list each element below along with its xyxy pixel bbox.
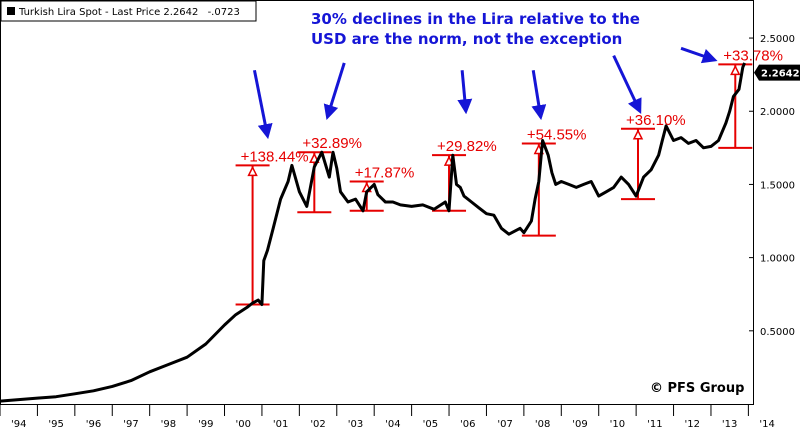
- credit-text: © PFS Group: [650, 381, 744, 396]
- x-tick-label: '04: [385, 419, 400, 430]
- y-tick-label: 2.5000: [760, 34, 795, 45]
- x-tick-label: '01: [273, 419, 288, 430]
- x-tick-label: '11: [647, 419, 662, 430]
- legend-swatch: [7, 7, 15, 15]
- gain-annotation: +17.87%: [349, 165, 415, 212]
- x-axis: '94 '95 '96 '97 '98 '99 '00 '01 '02 '03 '04 '05 '06 '…: [0, 404, 775, 430]
- x-tick-label: '94: [11, 419, 26, 430]
- x-tick-label: '09: [572, 419, 587, 430]
- plot-frame: [0, 0, 754, 405]
- gain-label: +33.78%: [723, 47, 783, 64]
- blue-arrow: [252, 69, 273, 140]
- y-tick-label: 1.0000: [760, 254, 795, 265]
- x-tick-label: '07: [497, 419, 512, 430]
- y-tick-label: 2.0000: [760, 107, 795, 118]
- note-line-1: 30% declines in the Lira relative to the: [311, 10, 640, 28]
- up-triangle-icon: [730, 64, 741, 76]
- gain-label: +36.10%: [626, 112, 686, 129]
- blue-arrow: [680, 46, 718, 64]
- last-value-label: 2.2642: [761, 69, 800, 80]
- gain-annotation: +54.55%: [521, 126, 587, 237]
- gain-label: +17.87%: [355, 165, 415, 182]
- gain-annotation: +138.44%: [235, 148, 309, 306]
- blue-arrow: [531, 70, 547, 121]
- x-tick-label: '00: [235, 419, 250, 430]
- x-tick-label: '99: [198, 419, 213, 430]
- x-tick-label: '13: [722, 419, 737, 430]
- x-tick-label: '08: [535, 419, 550, 430]
- x-tick-label: '97: [123, 419, 138, 430]
- legend-box: [0, 0, 257, 22]
- blue-arrow: [457, 70, 473, 115]
- x-tick-label: '10: [610, 419, 625, 430]
- x-tick-label: '03: [348, 419, 363, 430]
- x-tick-label: '14: [759, 419, 774, 430]
- y-tick-label: 0.5000: [760, 327, 795, 338]
- y-tick-label: 1.5000: [760, 180, 795, 191]
- blue-arrows: [252, 46, 718, 140]
- x-tick-label: '05: [423, 419, 438, 430]
- blue-arrow: [612, 54, 642, 114]
- x-tick-label: '96: [86, 419, 101, 430]
- x-tick-label: '12: [685, 419, 700, 430]
- gain-annotation: +32.89%: [297, 135, 362, 214]
- x-tick-label: '95: [48, 419, 63, 430]
- note-line-2: USD are the norm, not the exception: [311, 30, 622, 48]
- legend: Turkish Lira Spot - Last Price 2.2642 -.…: [0, 0, 257, 22]
- series-line: [0, 62, 746, 403]
- blue-arrow: [323, 62, 346, 120]
- up-triangle-icon: [247, 165, 258, 177]
- gain-label: +54.55%: [527, 126, 587, 143]
- gain-label: +29.82%: [437, 138, 497, 155]
- gain-label: +32.89%: [302, 135, 362, 152]
- gain-annotation: +33.78%: [718, 47, 783, 149]
- y-axis: 0.5000 1.0000 1.5000 2.0000 2.5000: [749, 34, 795, 338]
- up-triangle-icon: [632, 129, 644, 140]
- gain-label: +138.44%: [241, 148, 309, 165]
- x-tick-label: '98: [161, 419, 176, 430]
- x-tick-label: '02: [310, 419, 325, 430]
- x-tick-label: '06: [460, 419, 475, 430]
- legend-text: Turkish Lira Spot - Last Price 2.2642 -.…: [18, 7, 240, 18]
- last-value-tag-shape: [754, 64, 800, 81]
- last-value-tag: 2.2642: [754, 64, 800, 81]
- series-group: [0, 62, 746, 403]
